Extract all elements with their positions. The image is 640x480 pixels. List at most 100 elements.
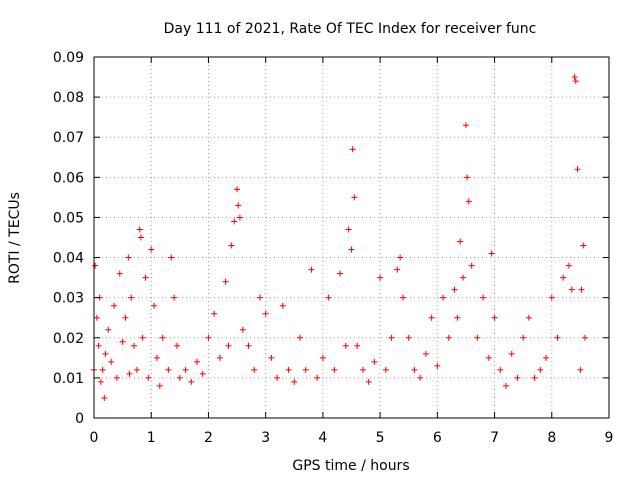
data-point bbox=[581, 334, 588, 341]
axis-ticks bbox=[93, 56, 610, 419]
plot-frame bbox=[93, 56, 610, 419]
y-tick-label: 0.05 bbox=[53, 210, 84, 226]
data-point bbox=[342, 342, 349, 349]
data-point bbox=[548, 294, 555, 301]
data-point bbox=[231, 218, 238, 225]
scatter-points bbox=[91, 74, 588, 401]
data-point bbox=[382, 366, 389, 373]
data-point bbox=[359, 366, 366, 373]
y-tick-label: 0.06 bbox=[53, 170, 84, 186]
data-point bbox=[245, 342, 252, 349]
data-point bbox=[480, 294, 487, 301]
data-point bbox=[537, 366, 544, 373]
data-point bbox=[485, 354, 492, 361]
data-point bbox=[234, 186, 241, 193]
y-tick-labels: 0 0.01 0.02 0.03 0.04 0.05 0.06 0.07 0.08 0.09 bbox=[53, 50, 84, 427]
y-axis-label: ROTI / TECUs bbox=[7, 192, 23, 284]
data-point bbox=[377, 274, 384, 281]
data-point bbox=[577, 366, 584, 373]
x-tick-label: 5 bbox=[376, 430, 385, 446]
data-point bbox=[199, 370, 206, 377]
data-point bbox=[235, 202, 242, 209]
data-point bbox=[578, 286, 585, 293]
data-point bbox=[371, 358, 378, 365]
data-point bbox=[462, 122, 469, 129]
data-point bbox=[554, 334, 561, 341]
data-point bbox=[176, 374, 183, 381]
x-tick-label: 7 bbox=[490, 430, 499, 446]
data-point bbox=[464, 174, 471, 181]
x-tick-label: 3 bbox=[261, 430, 270, 446]
data-point bbox=[525, 314, 532, 321]
data-point bbox=[256, 294, 263, 301]
x-tick-label: 0 bbox=[90, 430, 99, 446]
data-point bbox=[468, 262, 475, 269]
data-point bbox=[171, 294, 178, 301]
data-point bbox=[474, 334, 481, 341]
data-point bbox=[148, 246, 155, 253]
x-tick-label: 2 bbox=[204, 430, 213, 446]
data-point bbox=[194, 358, 200, 365]
data-point bbox=[145, 374, 152, 381]
data-point bbox=[349, 146, 356, 153]
data-point bbox=[99, 366, 106, 373]
data-point bbox=[173, 342, 180, 349]
data-point bbox=[308, 266, 315, 273]
data-point bbox=[543, 354, 550, 361]
data-point bbox=[102, 350, 109, 357]
y-tick-label: 0.03 bbox=[53, 291, 84, 307]
data-point bbox=[411, 366, 418, 373]
data-point bbox=[465, 198, 472, 205]
data-point bbox=[454, 314, 461, 321]
y-tick-label: 0.04 bbox=[53, 251, 84, 267]
data-point bbox=[488, 250, 495, 257]
data-point bbox=[388, 334, 395, 341]
data-point bbox=[491, 314, 498, 321]
data-point bbox=[131, 342, 138, 349]
y-tick-label: 0.08 bbox=[53, 90, 84, 106]
data-point bbox=[211, 310, 218, 317]
data-point bbox=[451, 286, 458, 293]
y-tick-label: 0.09 bbox=[53, 50, 84, 66]
x-tick-label: 9 bbox=[605, 430, 614, 446]
data-point bbox=[101, 394, 108, 401]
data-point bbox=[279, 302, 286, 309]
data-point bbox=[136, 226, 143, 233]
data-point bbox=[445, 334, 452, 341]
data-point bbox=[365, 378, 372, 385]
data-point bbox=[113, 374, 120, 381]
data-point bbox=[434, 362, 441, 369]
x-tick-label: 1 bbox=[147, 430, 156, 446]
data-point bbox=[142, 274, 149, 281]
grid bbox=[94, 57, 609, 418]
data-point bbox=[222, 278, 229, 285]
data-point bbox=[571, 74, 578, 81]
data-point bbox=[97, 378, 104, 385]
data-point bbox=[400, 294, 406, 301]
x-tick-labels: 0 1 2 3 4 5 6 7 8 9 bbox=[90, 430, 614, 446]
y-tick-label: 0.01 bbox=[53, 371, 84, 387]
x-axis-label: GPS time / hours bbox=[292, 458, 409, 474]
data-point bbox=[568, 286, 575, 293]
data-point bbox=[497, 366, 504, 373]
data-point bbox=[151, 302, 158, 309]
data-point bbox=[268, 354, 275, 361]
data-point bbox=[394, 266, 401, 273]
y-tick-label: 0 bbox=[75, 411, 84, 427]
data-point bbox=[531, 374, 538, 381]
data-point bbox=[153, 354, 160, 361]
data-point bbox=[348, 246, 355, 253]
data-point bbox=[122, 314, 129, 321]
x-tick-label: 8 bbox=[547, 430, 556, 446]
data-point bbox=[503, 382, 509, 389]
data-point bbox=[239, 326, 246, 333]
data-point bbox=[262, 310, 269, 317]
data-point bbox=[137, 234, 144, 241]
data-point bbox=[182, 366, 189, 373]
data-point bbox=[168, 254, 175, 261]
data-point bbox=[236, 214, 243, 221]
data-point bbox=[574, 166, 581, 173]
data-point bbox=[165, 366, 172, 373]
data-point bbox=[297, 334, 303, 341]
data-point bbox=[319, 354, 326, 361]
